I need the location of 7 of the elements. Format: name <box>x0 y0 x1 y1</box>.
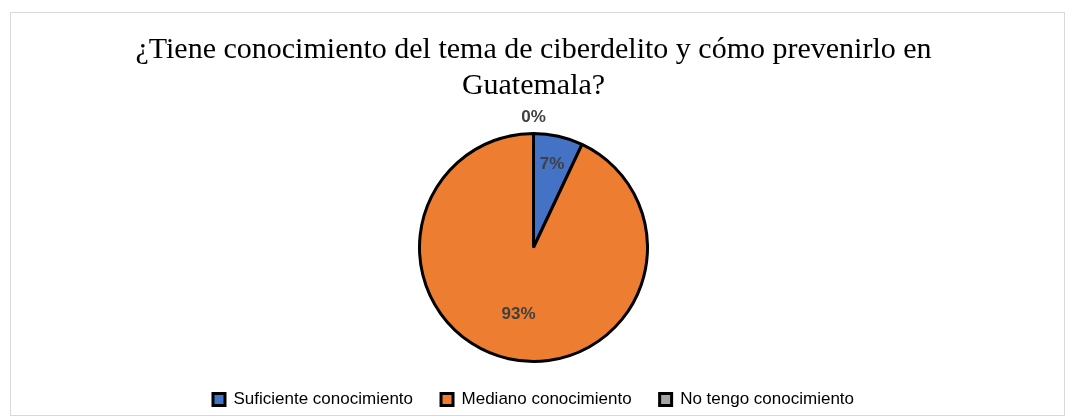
legend-label: Mediano conocimiento <box>461 389 632 409</box>
chart-title: ¿Tiene conocimiento del tema de ciberdelito y cómo prevenirlo en Guatemala? <box>135 30 932 100</box>
data-label: 93% <box>501 303 536 323</box>
legend-label: Suficiente conocimiento <box>233 389 414 409</box>
data-label: 7% <box>539 153 565 173</box>
legend-label: No tengo conocimiento <box>680 389 855 409</box>
text: 0% <box>521 107 546 127</box>
